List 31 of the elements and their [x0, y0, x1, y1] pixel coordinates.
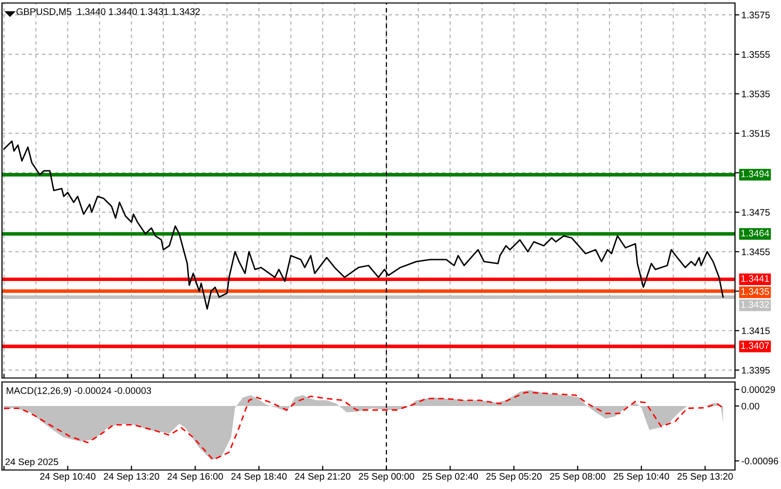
y-tick-label: 1.3515	[742, 130, 770, 137]
y-tick-label: 1.3395	[742, 366, 770, 374]
x-tick-label: 25 Sep 08:00	[550, 473, 606, 482]
x-tick-label: 24 Sep 13:20	[104, 473, 160, 482]
y-tick-label: 1.3415	[742, 327, 770, 334]
x-tick-label: 25 Sep 02:40	[422, 473, 478, 482]
x-tick-label: 24 Sep 10:40	[40, 473, 96, 482]
ref-line-label: 1.3435	[741, 288, 770, 295]
ref-line-label: 1.3494	[741, 170, 770, 178]
x-tick-label: 25 Sep 10:40	[614, 473, 670, 482]
x-tick-label: 24 Sep 18:40	[231, 473, 287, 482]
y-tick-label: 0.00	[742, 402, 760, 410]
y-tick-label: 1.3535	[742, 90, 770, 98]
x-tick-label: 25 Sep 00:00	[358, 473, 414, 482]
y-tick-label: -0.00096	[742, 458, 778, 464]
chart-title: MACD(12,26,9) -0.00024 -0.00003	[6, 387, 152, 396]
y-tick-label: 1.3475	[742, 209, 770, 216]
y-tick-label: 1.3455	[742, 248, 770, 256]
y-tick-label: 0.00029	[742, 386, 775, 393]
ref-line-label: 1.3407	[741, 342, 769, 349]
ref-line-label: 1.3432	[741, 301, 769, 308]
y-tick-label: 1.3555	[742, 51, 770, 58]
annotation: 24 Sep 2025	[5, 458, 58, 467]
ref-line-label: 1.3464	[741, 230, 770, 236]
chart-title: GBPUSD,M5 1.3440 1.3440 1.3431 1.3432	[16, 8, 200, 16]
x-tick-label: 25 Sep 13:20	[678, 473, 733, 482]
x-tick-label: 24 Sep 21:20	[295, 473, 350, 482]
x-tick-label: 24 Sep 16:00	[168, 473, 223, 482]
ref-line-label: 1.3441	[741, 275, 769, 282]
y-tick-label: 1.3575	[742, 12, 770, 18]
x-tick-label: 25 Sep 05:20	[486, 473, 542, 482]
